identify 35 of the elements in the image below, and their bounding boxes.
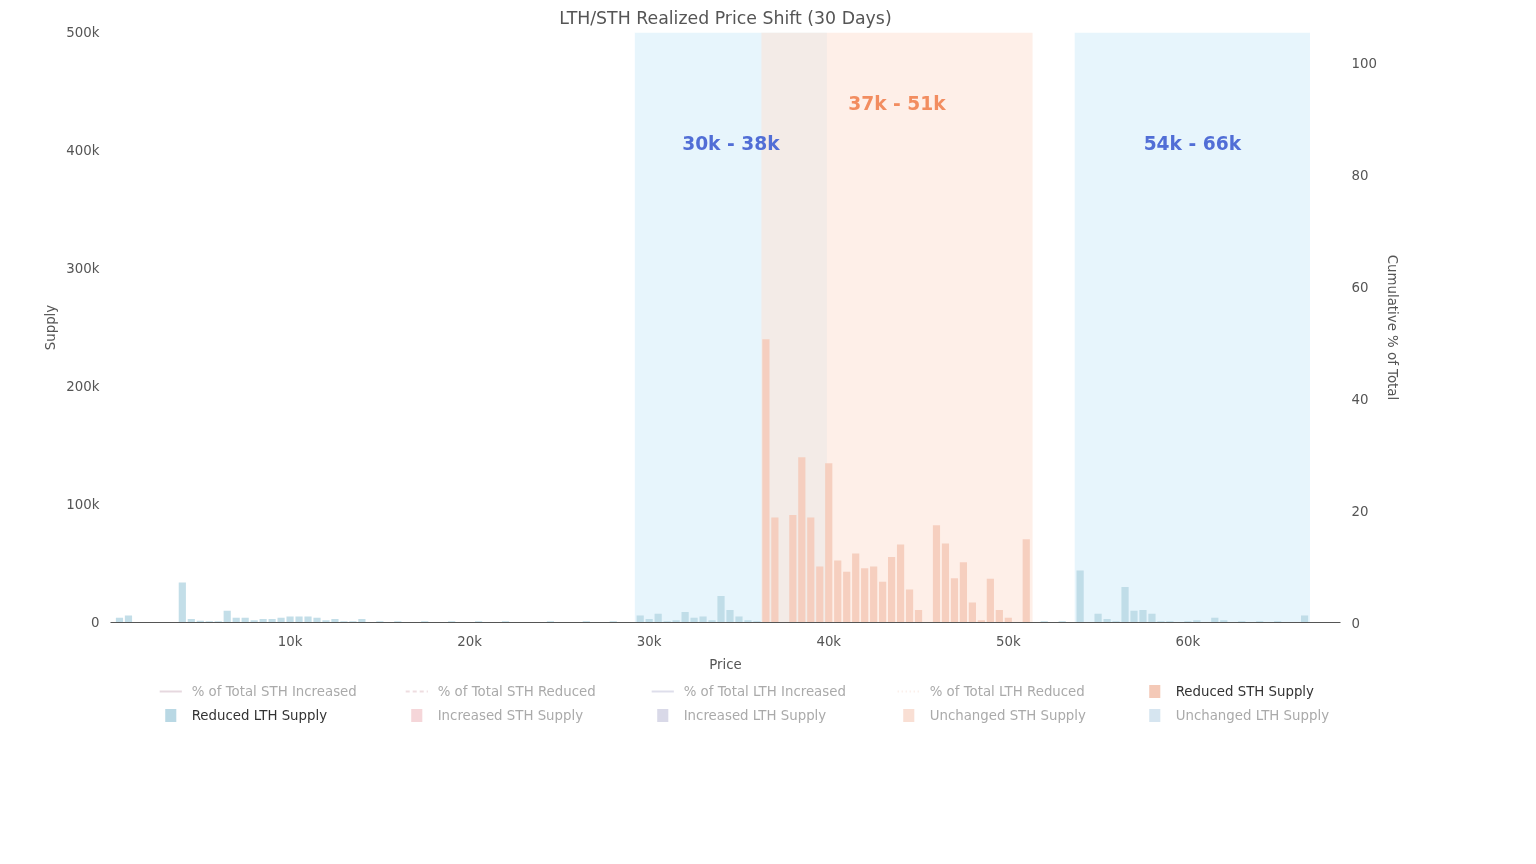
y-tick-label: 300k bbox=[66, 261, 100, 276]
x-tick-label: 60k bbox=[1175, 633, 1201, 649]
legend-label: Reduced STH Supply bbox=[1175, 684, 1315, 699]
legend-label: Unchanged LTH Supply bbox=[1175, 708, 1330, 723]
y2-tick-label: 20 bbox=[1351, 503, 1369, 519]
chart-title: LTH/STH Realized Price Shift (30 Days) bbox=[559, 7, 892, 28]
x-tick-label: 30k bbox=[636, 633, 662, 649]
y-tick-label: 100k bbox=[66, 497, 100, 512]
x-tick-label: 50k bbox=[995, 633, 1021, 649]
y2-tick-label: 0 bbox=[1351, 615, 1360, 631]
legend-label: % of Total LTH Increased bbox=[683, 684, 846, 699]
legend-label: Reduced LTH Supply bbox=[191, 708, 328, 723]
y2-axis-title: Cumulative % of Total bbox=[1384, 254, 1400, 401]
y-tick-label: 400k bbox=[66, 143, 100, 158]
x-tick-label: 40k bbox=[816, 633, 842, 649]
band-label: 37k - 51k bbox=[848, 92, 947, 114]
y-tick-label: 500k bbox=[66, 25, 100, 40]
y-tick-label: 0 bbox=[91, 615, 100, 630]
y-tick-label: 200k bbox=[66, 379, 100, 394]
y-axis-title: Supply bbox=[43, 304, 59, 351]
legend-label: % of Total STH Reduced bbox=[437, 684, 596, 699]
legend-label: Unchanged STH Supply bbox=[929, 708, 1087, 723]
legend-label: % of Total STH Increased bbox=[191, 684, 357, 699]
x-tick-label: 10k bbox=[277, 633, 303, 649]
x-axis-title: Price bbox=[709, 656, 742, 672]
y2-tick-label: 80 bbox=[1351, 167, 1369, 183]
band-label: 54k - 66k bbox=[1143, 132, 1242, 154]
y2-tick-label: 40 bbox=[1351, 391, 1369, 407]
x-tick-label: 20k bbox=[457, 633, 483, 649]
legend-label: % of Total LTH Reduced bbox=[929, 684, 1085, 699]
y2-tick-label: 60 bbox=[1351, 279, 1369, 295]
legend-label: Increased LTH Supply bbox=[683, 708, 827, 723]
legend-label: Increased STH Supply bbox=[437, 708, 584, 723]
band-label: 30k - 38k bbox=[682, 132, 781, 154]
y2-tick-label: 100 bbox=[1351, 55, 1377, 71]
